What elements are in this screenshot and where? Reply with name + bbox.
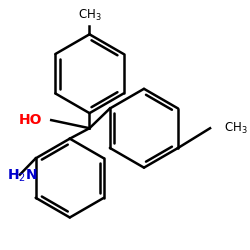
Text: HO: HO xyxy=(18,113,42,127)
Text: H$_2$N: H$_2$N xyxy=(7,168,38,184)
Text: CH$_3$: CH$_3$ xyxy=(78,8,101,23)
Text: CH$_3$: CH$_3$ xyxy=(224,121,248,136)
